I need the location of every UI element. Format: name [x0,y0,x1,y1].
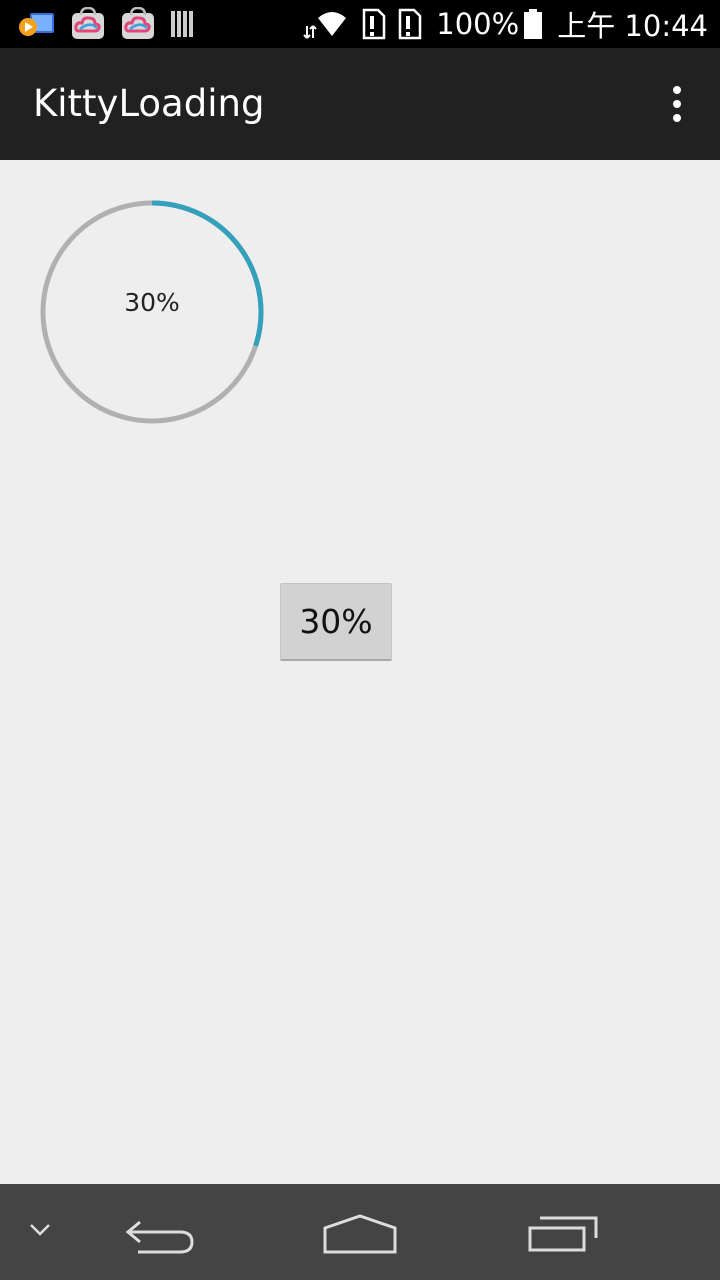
progress-arc [151,200,264,347]
overflow-dot [673,100,681,108]
circular-progress: 30% [38,198,266,426]
overflow-dot [673,114,681,122]
content-area: 30% 30% [0,160,720,1184]
wifi-icon [302,8,350,40]
overflow-dot [673,86,681,94]
cloud-bag-icon [70,7,106,41]
recents-icon[interactable] [526,1216,600,1258]
navigation-bar [0,1184,720,1280]
overflow-menu-icon[interactable] [662,84,692,124]
home-icon[interactable] [322,1214,398,1260]
notification-icons [18,6,196,42]
status-bar: 100% 上午 10:44 [0,0,720,48]
back-icon[interactable] [124,1214,196,1262]
library-icon [170,9,196,39]
progress-button[interactable]: 30% [280,583,392,661]
battery-icon [523,8,543,40]
sim-alert-icon [396,8,422,40]
cloud-bag-icon [120,7,156,41]
progress-percent-label: 30% [124,287,180,317]
app-title: KittyLoading [33,82,265,125]
battery-percent: 100% [436,7,520,41]
action-bar: KittyLoading [0,48,720,160]
system-status: 100% 上午 10:44 [302,6,708,43]
sim-alert-icon [360,8,386,40]
clock: 上午 10:44 [557,9,708,43]
chevron-down-icon[interactable] [28,1222,52,1242]
video-player-icon [18,9,56,39]
circular-progress-ring [40,200,264,424]
